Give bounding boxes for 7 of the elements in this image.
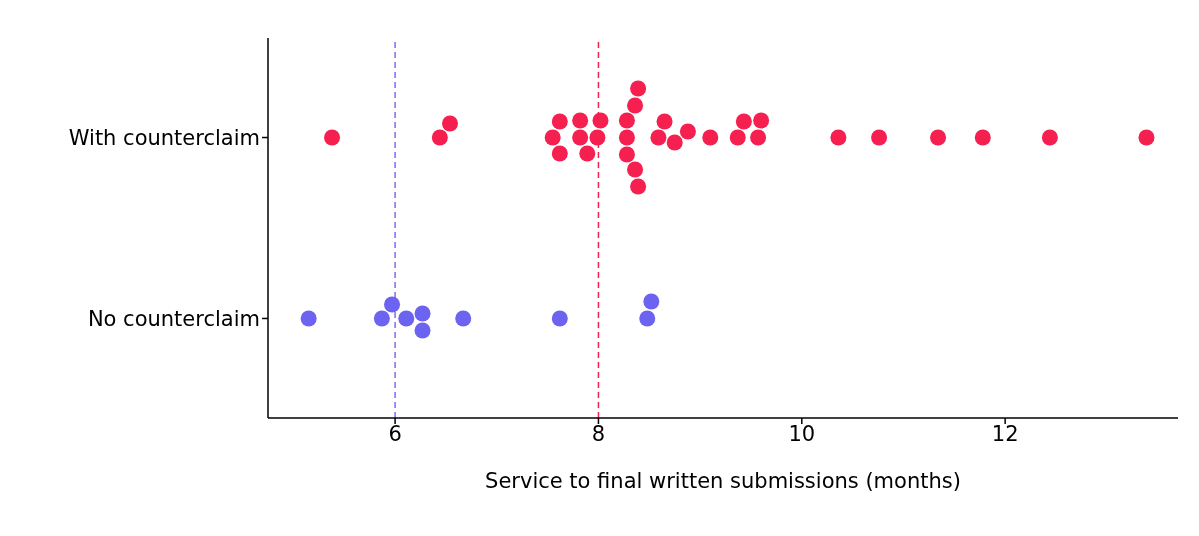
x-tick-label: 6 <box>388 421 402 446</box>
x-tick-label: 10 <box>788 421 816 446</box>
x-tick-label: 12 <box>991 421 1019 446</box>
x-axis-title: Service to final written submissions (months) <box>485 469 961 493</box>
y-tick-label: With counterclaim <box>68 125 260 150</box>
x-tick-label: 8 <box>591 421 606 446</box>
y-tick-label: No counterclaim <box>87 306 260 331</box>
